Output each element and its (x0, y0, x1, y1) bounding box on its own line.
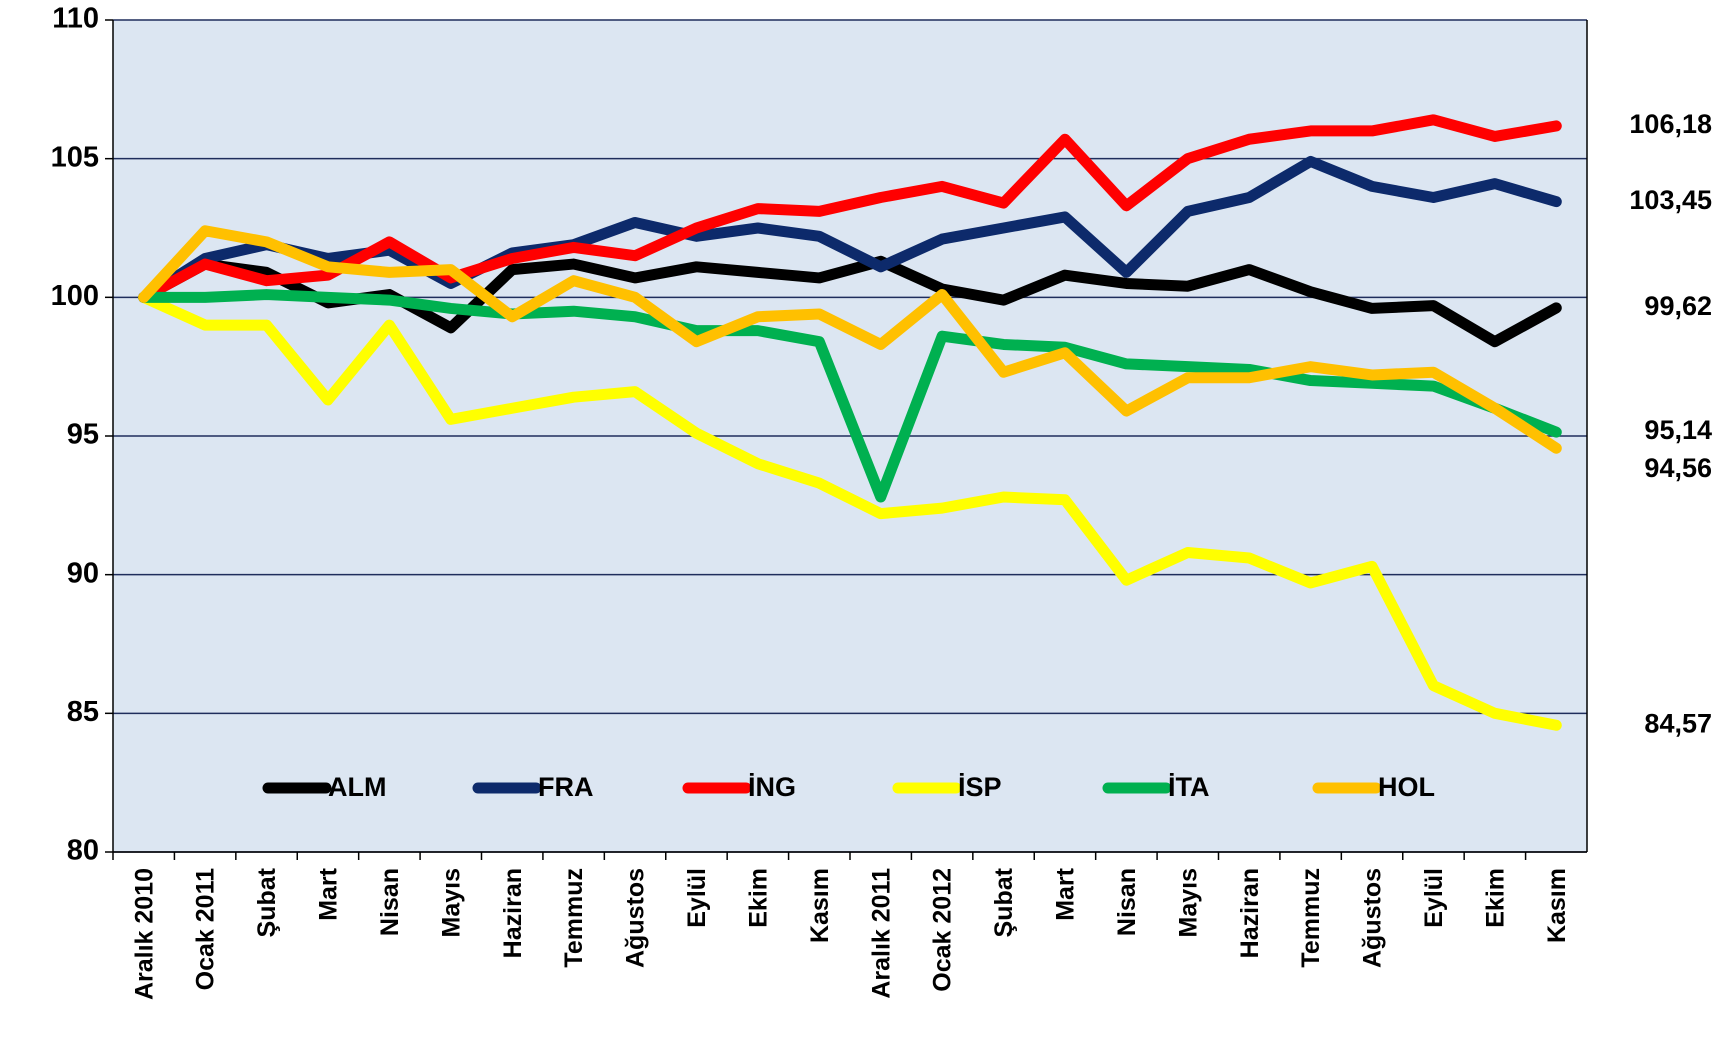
x-tick-label: Ocak 2012 (929, 868, 957, 992)
x-tick-label: Haziran (499, 868, 527, 958)
series-line (138, 291, 1562, 731)
end-label: 84,57 (1644, 708, 1712, 738)
x-tick-label: Mayıs (437, 868, 465, 937)
series-line (138, 289, 1562, 503)
y-tick-label: 100 (51, 280, 99, 312)
x-tick-label: Temmuz (560, 868, 588, 968)
y-tick-label: 85 (67, 696, 99, 728)
legend-label: FRA (538, 772, 594, 802)
x-tick-label: Nisan (376, 868, 404, 936)
x-tick-label: Şubat (990, 867, 1018, 937)
x-tick-label: Mart (315, 867, 343, 920)
x-tick-label: Aralık 2010 (130, 868, 158, 1000)
x-tick-label: Ağustos (622, 868, 650, 968)
y-tick-label: 95 (67, 419, 99, 451)
y-tick-label: 80 (67, 835, 99, 867)
end-label: 94,56 (1644, 453, 1712, 483)
x-tick-label: Mart (1052, 867, 1080, 920)
x-tick-label: Kasım (806, 868, 834, 943)
x-tick-label: Haziran (1236, 868, 1264, 958)
series-line (138, 225, 1562, 454)
y-tick-label: 105 (51, 141, 99, 173)
y-tick-label: 90 (67, 557, 99, 589)
legend-label: İNG (748, 772, 796, 802)
x-tick-label: Nisan (1113, 868, 1141, 936)
legend-label: ALM (328, 772, 386, 802)
x-tick-label: Temmuz (1297, 868, 1325, 968)
x-tick-label: Ekim (744, 868, 772, 928)
x-tick-label: Ekim (1481, 868, 1509, 928)
x-tick-label: Eylül (1420, 868, 1448, 928)
series-line (138, 114, 1562, 303)
end-label: 103,45 (1629, 185, 1712, 215)
x-tick-label: Eylül (683, 868, 711, 928)
x-tick-label: Ocak 2011 (192, 868, 220, 990)
x-tick-label: Kasım (1543, 868, 1571, 943)
end-label: 99,62 (1644, 291, 1712, 321)
legend-label: İTA (1168, 772, 1210, 802)
x-tick-label: Mayıs (1174, 868, 1202, 937)
end-label: 95,14 (1644, 415, 1712, 445)
x-tick-label: Ağustos (1359, 868, 1387, 968)
x-tick-label: Aralık 2011 (867, 868, 895, 999)
y-tick-label: 110 (52, 3, 99, 35)
legend-label: İSP (958, 772, 1002, 802)
x-tick-label: Şubat (253, 867, 281, 937)
legend-label: HOL (1378, 772, 1435, 802)
end-label: 106,18 (1629, 109, 1712, 139)
